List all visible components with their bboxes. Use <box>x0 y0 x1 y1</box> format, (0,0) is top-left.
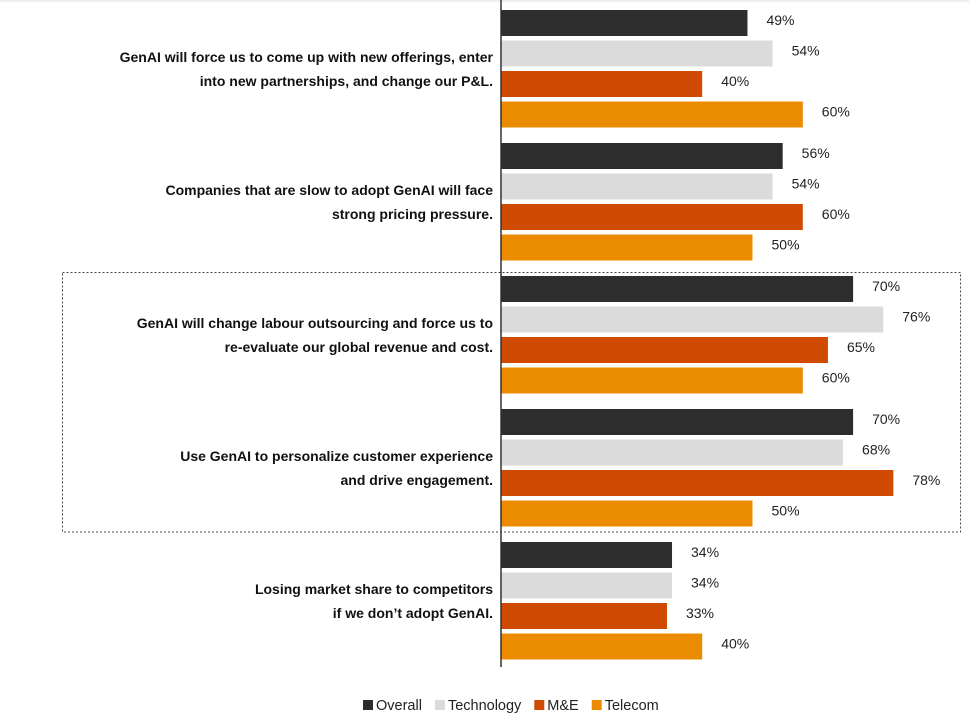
bar-technology <box>501 40 773 67</box>
bar-me <box>501 71 703 97</box>
data-label: 56% <box>802 145 830 161</box>
top-border <box>0 0 969 2</box>
bar-me <box>501 603 667 629</box>
legend-swatch <box>591 700 602 710</box>
category-label: if we don’t adopt GenAI. <box>333 605 493 621</box>
data-label: 50% <box>772 503 800 519</box>
legend-swatch <box>534 700 545 710</box>
legend-swatch <box>363 700 373 710</box>
legend-label: Technology <box>448 698 522 714</box>
bar-telecom <box>501 234 753 261</box>
data-label: 60% <box>822 104 850 120</box>
category-label: and drive engagement. <box>341 472 493 488</box>
category-label: Losing market share to competitors <box>255 581 493 597</box>
legend-swatch <box>434 700 445 710</box>
data-label: 60% <box>822 370 850 386</box>
legend-label: M&E <box>547 698 579 714</box>
bar-technology <box>501 306 884 333</box>
bar-overall <box>501 409 854 435</box>
bar-me <box>501 337 828 363</box>
data-label: 34% <box>691 575 719 591</box>
category-label: Companies that are slow to adopt GenAI w… <box>165 182 493 198</box>
bar-overall <box>501 10 748 36</box>
data-label: 40% <box>721 73 749 89</box>
legend-label: Overall <box>376 698 422 714</box>
data-label: 50% <box>772 237 800 253</box>
bar-overall <box>501 276 854 302</box>
legend-label: Telecom <box>605 698 659 714</box>
data-label: 40% <box>721 636 749 652</box>
category-label: GenAI will force us to come up with new … <box>120 49 494 65</box>
bar-technology <box>501 572 673 599</box>
category-label: into new partnerships, and change our P&… <box>200 73 493 89</box>
bar-me <box>501 470 894 496</box>
data-label: 70% <box>872 411 900 427</box>
bar-overall <box>501 143 783 169</box>
bar-telecom <box>501 633 703 660</box>
data-label: 70% <box>872 278 900 294</box>
bar-me <box>501 204 803 230</box>
bar-technology <box>501 173 773 200</box>
data-label: 76% <box>902 309 930 325</box>
highlight-box <box>62 272 961 533</box>
data-label: 78% <box>912 472 940 488</box>
category-label: re-evaluate our global revenue and cost. <box>225 339 493 355</box>
bar-telecom <box>501 101 803 128</box>
category-label: Use GenAI to personalize customer experi… <box>180 448 493 464</box>
data-label: 33% <box>686 605 714 621</box>
bar-telecom <box>501 367 803 394</box>
bar-overall <box>501 542 673 568</box>
data-label: 54% <box>792 43 820 59</box>
data-label: 54% <box>792 176 820 192</box>
data-label: 68% <box>862 442 890 458</box>
category-label: GenAI will change labour outsourcing and… <box>137 315 493 331</box>
category-label: strong pricing pressure. <box>332 206 493 222</box>
bar-technology <box>501 439 844 466</box>
data-label: 34% <box>691 544 719 560</box>
bar-telecom <box>501 500 753 527</box>
data-label: 49% <box>766 12 794 28</box>
data-label: 65% <box>847 339 875 355</box>
data-label: 60% <box>822 206 850 222</box>
